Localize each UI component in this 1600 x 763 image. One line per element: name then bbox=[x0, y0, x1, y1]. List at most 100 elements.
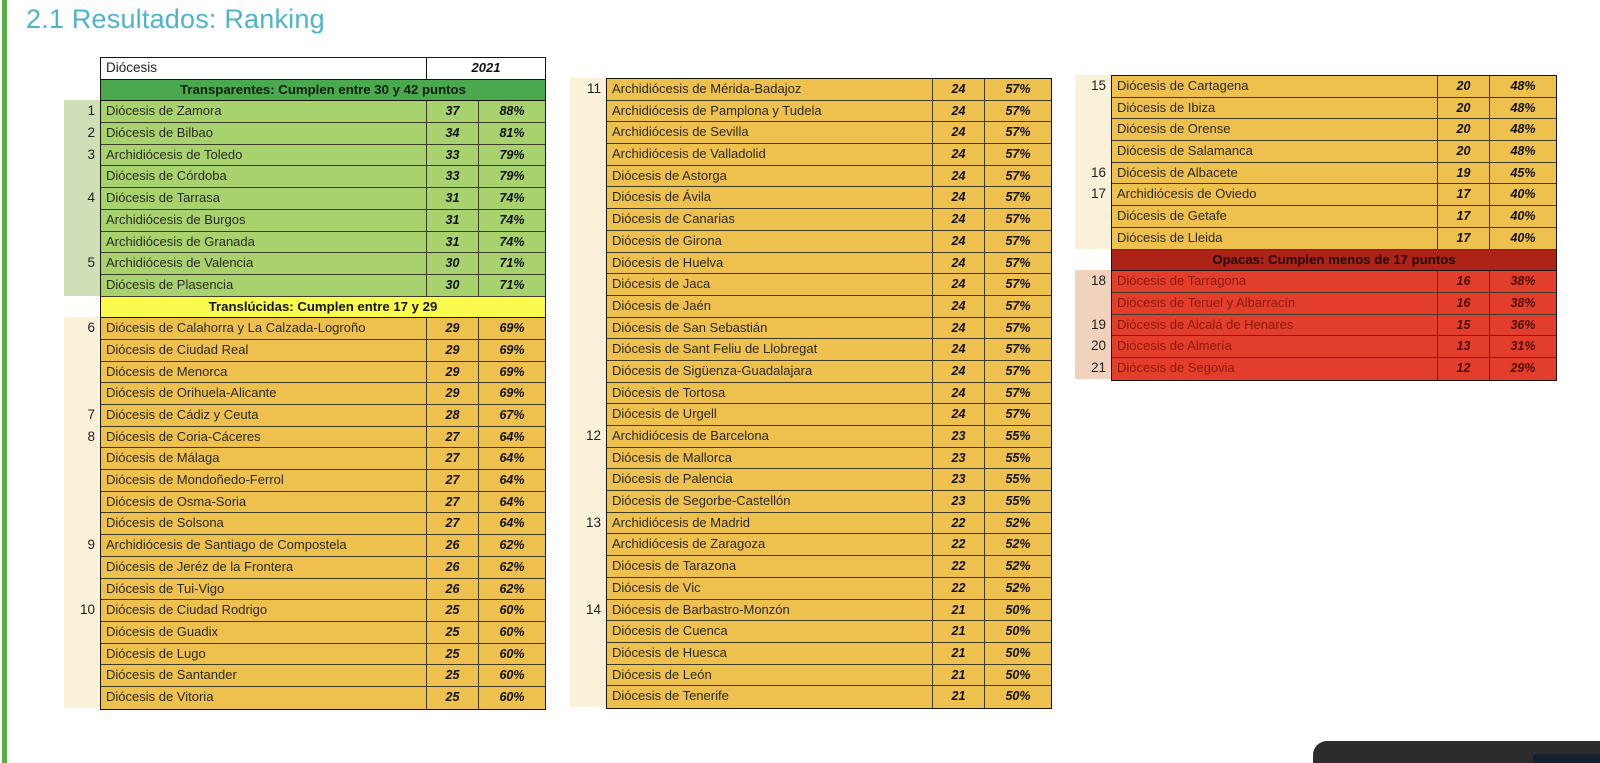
score-value: 25 bbox=[427, 643, 479, 665]
diocese-name: Archidiócesis de Madrid bbox=[607, 512, 933, 534]
pct-value: 50% bbox=[1005, 602, 1031, 617]
diocese-name: Diócesis de Cuenca bbox=[607, 621, 933, 642]
rank-number: 18 bbox=[1075, 270, 1111, 292]
pct-value: 64% bbox=[499, 429, 525, 444]
score-value: 30 bbox=[427, 274, 479, 296]
table-row: Diócesis de Teruel y Albarracín 16 38% bbox=[1112, 292, 1556, 315]
rank-number bbox=[570, 620, 606, 642]
table-row: Diócesis de Cuenca 21 50% bbox=[607, 621, 1051, 643]
pct-value: 79% bbox=[499, 147, 525, 162]
rank-number: 10 bbox=[64, 599, 100, 621]
score-value: 25 bbox=[427, 621, 479, 643]
pct-value: 88% bbox=[499, 104, 525, 119]
rank-number: 17 bbox=[1075, 183, 1111, 206]
diocese-name: Diócesis de Huelva bbox=[607, 252, 933, 274]
rank-number bbox=[64, 577, 100, 600]
diocese-name: Diócesis de Alcalá de Henares bbox=[1112, 314, 1438, 336]
rank-number: 15 bbox=[1075, 75, 1111, 97]
diocese-name: Archidiócesis de Toledo bbox=[101, 144, 427, 166]
rank-number bbox=[570, 229, 606, 252]
pct-value: 60% bbox=[499, 689, 525, 704]
score-value: 24 bbox=[933, 165, 985, 187]
score-value: 22 bbox=[933, 556, 985, 577]
score-value: 26 bbox=[427, 578, 479, 600]
score-value: 16 bbox=[1438, 271, 1490, 292]
score-value: 20 bbox=[1438, 141, 1490, 162]
score-value: 27 bbox=[427, 491, 479, 513]
pct-value: 57% bbox=[1005, 190, 1031, 205]
rank-number bbox=[64, 208, 100, 231]
table-row: Diócesis de Plasencia 30 71% bbox=[101, 274, 545, 297]
diocese-name: Diócesis de Barbastro-Monzón bbox=[607, 599, 933, 621]
pct-value: 64% bbox=[499, 451, 525, 466]
score-value: 16 bbox=[1438, 292, 1490, 314]
pct-value: 57% bbox=[1005, 407, 1031, 422]
score-value: 17 bbox=[1438, 227, 1490, 249]
diocese-name: Diócesis de Lleida bbox=[1112, 227, 1438, 249]
score-value: 37 bbox=[427, 101, 479, 123]
pct-value: 57% bbox=[1005, 255, 1031, 270]
score-value: 30 bbox=[427, 253, 479, 274]
diocese-name: Diócesis de Osma-Soria bbox=[101, 491, 427, 513]
pct-value: 69% bbox=[499, 342, 525, 357]
score-value: 22 bbox=[933, 534, 985, 556]
viewer-toolbar[interactable] bbox=[1313, 741, 1600, 763]
score-value: 24 bbox=[933, 252, 985, 274]
diocese-name: Archidiócesis de Barcelona bbox=[607, 426, 933, 447]
diocese-name: Archidiócesis de Valencia bbox=[101, 253, 427, 274]
score-value: 21 bbox=[933, 642, 985, 664]
score-value: 28 bbox=[427, 405, 479, 426]
score-value: 24 bbox=[933, 339, 985, 360]
pct-value: 55% bbox=[1005, 450, 1031, 465]
rank-number: 2 bbox=[64, 122, 100, 144]
ranking-table: Archidiócesis de Mérida-Badajoz 24 57% Arch… bbox=[606, 78, 1052, 709]
diocese-name: Diócesis de Tortosa bbox=[607, 382, 933, 404]
score-value: 24 bbox=[933, 317, 985, 339]
diocese-name: Diócesis de Lugo bbox=[101, 643, 427, 665]
diocese-name: Diócesis de Sigüenza-Guadalajara bbox=[607, 360, 933, 382]
viewer-toolbar-button[interactable] bbox=[1533, 754, 1600, 763]
rank-number bbox=[1075, 205, 1111, 227]
rank-number bbox=[64, 338, 100, 361]
score-value: 29 bbox=[427, 318, 479, 339]
table-row: Diócesis de Jeréz de la Frontera 26 62% bbox=[101, 556, 545, 579]
pct-value: 38% bbox=[1510, 295, 1536, 310]
diocese-name: Diócesis de Ávila bbox=[607, 187, 933, 209]
table-row: Diócesis de Salamanca 20 48% bbox=[1112, 141, 1556, 163]
rank-number bbox=[64, 512, 100, 535]
pct-value: 48% bbox=[1510, 79, 1536, 93]
rank-number bbox=[570, 533, 606, 556]
pct-value: 40% bbox=[1510, 230, 1536, 245]
rank-number bbox=[1075, 96, 1111, 119]
rank-number bbox=[570, 381, 606, 404]
table-row: Diócesis de Ciudad Real 29 69% bbox=[101, 339, 545, 362]
pct-value: 60% bbox=[499, 624, 525, 639]
table-row: Diócesis de Calahorra y La Calzada-Logro… bbox=[101, 318, 545, 340]
diocese-name: Diócesis de Calahorra y La Calzada-Logro… bbox=[101, 318, 427, 339]
rank-number: 8 bbox=[64, 425, 100, 448]
diocese-name: Diócesis de Segovia bbox=[1112, 357, 1438, 380]
pct-value: 57% bbox=[1005, 212, 1031, 227]
table-row: Diócesis de Orihuela-Alicante 29 69% bbox=[101, 383, 545, 405]
score-value: 26 bbox=[427, 535, 479, 556]
rank-number bbox=[64, 273, 100, 296]
rank-number bbox=[64, 490, 100, 513]
rank-number bbox=[570, 164, 606, 187]
table-row: Diócesis de Osma-Soria 27 64% bbox=[101, 491, 545, 514]
pct-value: 57% bbox=[1005, 363, 1031, 378]
table-row: Archidiócesis de Sevilla 24 57% bbox=[607, 122, 1051, 145]
rank-number: 4 bbox=[64, 187, 100, 209]
diocese-name: Diócesis de Coria-Cáceres bbox=[101, 426, 427, 448]
table-row: Archidiócesis de Madrid 22 52% bbox=[607, 512, 1051, 535]
pct-value: 55% bbox=[1005, 472, 1031, 487]
score-value: 19 bbox=[1438, 162, 1490, 184]
pct-value: 57% bbox=[1005, 342, 1031, 357]
score-value: 24 bbox=[933, 144, 985, 165]
score-value: 27 bbox=[427, 448, 479, 470]
pct-value: 74% bbox=[499, 234, 525, 249]
diocese-name: Diócesis de Plasencia bbox=[101, 274, 427, 296]
score-value: 24 bbox=[933, 230, 985, 252]
pct-value: 57% bbox=[1005, 82, 1031, 96]
diocese-name: Diócesis de Tarragona bbox=[1112, 271, 1438, 292]
pct-value: 74% bbox=[499, 212, 525, 227]
